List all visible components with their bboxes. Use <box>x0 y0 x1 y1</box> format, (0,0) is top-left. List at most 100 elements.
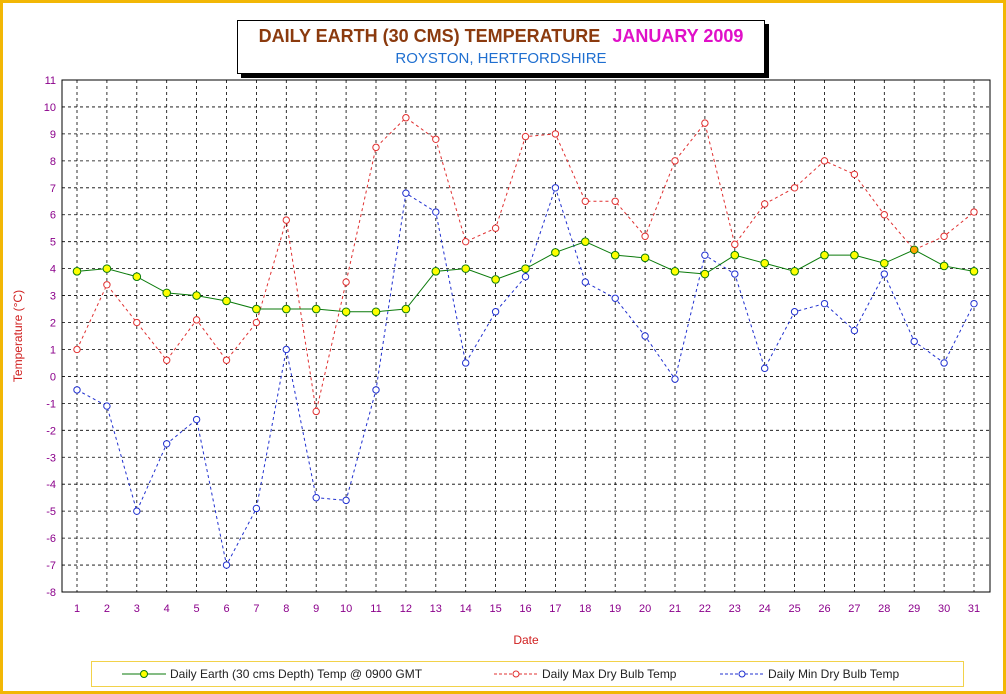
data-point-series-0 <box>371 307 381 317</box>
x-tick-label: 4 <box>164 603 170 615</box>
x-tick-label: 28 <box>878 603 890 615</box>
data-point-series-0 <box>461 264 471 273</box>
y-tick-label: -2 <box>46 425 56 437</box>
data-point-series-2 <box>611 294 619 302</box>
legend: Daily Earth (30 cms Depth) Temp @ 0900 G… <box>91 661 964 687</box>
data-point-series-0 <box>252 304 261 314</box>
data-point-series-0 <box>521 264 530 273</box>
legend-label-max: Daily Max Dry Bulb Temp <box>542 667 677 681</box>
chart-subtitle: ROYSTON, HERTFORDSHIRE <box>395 50 607 67</box>
data-point-series-2 <box>491 308 500 316</box>
data-point-series-0 <box>192 291 201 300</box>
y-tick-label: 1 <box>50 344 56 356</box>
data-point-series-1 <box>73 345 81 354</box>
data-point-series-2 <box>731 270 739 278</box>
legend-item-min: Daily Min Dry Bulb Temp <box>720 662 899 686</box>
chart-title: DAILY EARTH (30 CMS) TEMPERATURE <box>258 26 601 46</box>
legend-label-min: Daily Min Dry Bulb Temp <box>768 667 900 681</box>
x-tick-label: 20 <box>639 603 651 615</box>
data-point-series-1 <box>671 157 679 165</box>
legend-swatch-max <box>494 670 538 678</box>
y-tick-label: 8 <box>50 156 56 168</box>
data-point-series-2 <box>850 326 859 335</box>
y-tick-label: 2 <box>50 318 56 330</box>
data-point-series-0 <box>282 304 291 314</box>
data-point-series-1 <box>342 278 350 286</box>
data-point-series-0 <box>610 250 620 260</box>
data-point-series-0 <box>850 250 859 260</box>
y-tick-label: 4 <box>50 264 56 276</box>
legend-label-earth: Daily Earth (30 cms Depth) Temp @ 0900 G… <box>170 667 423 681</box>
data-point-series-1 <box>462 237 470 246</box>
data-point-series-1 <box>432 135 440 143</box>
data-point-series-2 <box>910 337 918 346</box>
data-point-series-0 <box>401 304 411 314</box>
data-point-series-0 <box>760 258 770 268</box>
data-point-series-1 <box>222 356 231 364</box>
x-tick-label: 26 <box>818 603 830 615</box>
data-point-series-2 <box>671 375 679 383</box>
x-tick-label: 6 <box>223 603 229 615</box>
data-point-series-0 <box>581 237 590 246</box>
chart-title-month: JANUARY 2009 <box>612 26 744 46</box>
data-point-series-0 <box>820 250 829 260</box>
data-point-series-1 <box>372 143 380 152</box>
data-point-series-1 <box>701 119 709 127</box>
data-point-series-0 <box>969 267 979 276</box>
y-tick-label: -5 <box>46 506 56 518</box>
x-tick-label: 7 <box>253 603 259 615</box>
data-point-series-1 <box>581 197 589 205</box>
legend-swatch-min <box>720 670 764 678</box>
data-point-series-1 <box>731 240 739 249</box>
data-point-series-0 <box>880 258 889 268</box>
data-point-series-0 <box>640 253 650 263</box>
data-point-series-1 <box>820 157 829 165</box>
x-tick-label: 21 <box>669 603 681 615</box>
data-point-series-1 <box>641 232 649 240</box>
y-tick-label: -8 <box>46 587 56 599</box>
data-point-series-0 <box>431 267 441 276</box>
x-axis-label: Date <box>513 633 539 647</box>
data-point-series-2 <box>342 496 350 505</box>
data-point-series-2 <box>641 332 649 340</box>
y-tick-label: 9 <box>50 129 56 141</box>
data-point-series-2 <box>970 299 978 308</box>
data-point-series-1 <box>312 407 320 416</box>
x-tick-label: 19 <box>609 603 621 615</box>
data-point-series-0 <box>551 248 560 257</box>
data-point-series-2 <box>133 507 141 515</box>
data-point-series-2 <box>581 278 589 286</box>
y-tick-label: -4 <box>46 479 56 491</box>
x-tick-label: 1 <box>74 603 80 615</box>
data-point-series-0 <box>730 250 740 260</box>
x-tick-label: 5 <box>194 603 200 615</box>
y-tick-label: 7 <box>50 183 56 195</box>
x-tick-label: 14 <box>460 603 472 615</box>
data-point-series-0 <box>222 296 231 306</box>
data-point-series-2 <box>282 345 290 354</box>
data-point-series-2 <box>701 251 709 259</box>
data-point-series-1 <box>970 208 978 216</box>
data-point-series-0 <box>162 288 171 298</box>
data-point-series-0 <box>909 245 919 255</box>
y-tick-label: -3 <box>46 452 56 464</box>
data-point-series-1 <box>880 211 888 219</box>
x-tick-label: 31 <box>968 603 980 615</box>
data-point-series-1 <box>761 200 769 208</box>
data-point-series-1 <box>133 318 141 327</box>
x-tick-label: 17 <box>549 603 561 615</box>
x-tick-label: 13 <box>430 603 442 615</box>
x-tick-label: 11 <box>370 603 381 615</box>
y-tick-label: 6 <box>50 210 56 222</box>
data-point-series-1 <box>192 316 201 324</box>
data-point-series-2 <box>790 308 799 316</box>
y-tick-label: -6 <box>46 533 56 545</box>
y-tick-label: 5 <box>50 237 56 249</box>
data-point-series-1 <box>402 114 410 122</box>
x-tick-label: 3 <box>134 603 140 615</box>
data-point-series-2 <box>761 364 769 373</box>
y-tick-label: -7 <box>46 560 56 572</box>
data-point-series-1 <box>282 216 290 224</box>
legend-item-max: Daily Max Dry Bulb Temp <box>494 662 676 686</box>
